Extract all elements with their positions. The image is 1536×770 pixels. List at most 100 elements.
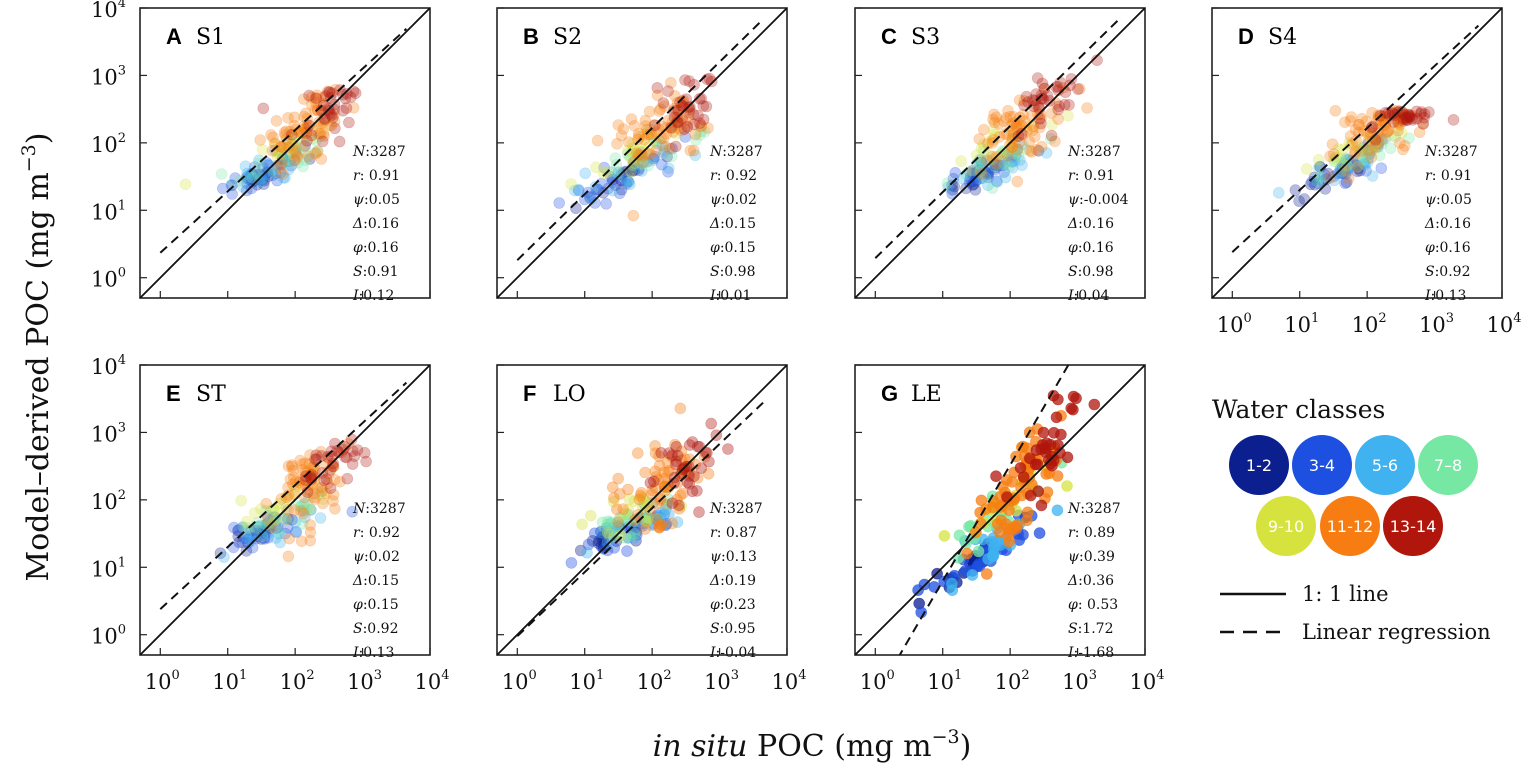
data-point-class-6 [1370, 117, 1382, 130]
data-point-class-6 [691, 472, 704, 484]
data-point-class-7 [1365, 121, 1378, 134]
data-point-class-6 [314, 127, 327, 140]
data-point-class-5 [624, 165, 637, 178]
data-point-class-3 [255, 172, 267, 185]
data-point-class-3 [606, 184, 619, 197]
data-point-class-7 [1417, 118, 1430, 130]
data-point-class-6 [658, 473, 670, 485]
stat-6: I:-1.68 [1067, 645, 1114, 661]
data-point-class-6 [1344, 115, 1357, 127]
data-point-class-6 [1406, 109, 1419, 122]
data-point-class-6 [689, 458, 702, 471]
data-point-class-2 [641, 155, 653, 168]
data-point-class-6 [641, 123, 653, 136]
data-point-class-7 [1058, 99, 1071, 111]
data-point-class-7 [348, 450, 361, 462]
stat-2: ψ:-0.004 [1068, 192, 1129, 208]
data-point-class-6 [327, 495, 339, 507]
data-point-class-6 [1342, 172, 1355, 185]
data-point-class-5 [272, 147, 284, 159]
data-point-class-2 [605, 171, 617, 183]
data-point-class-6 [677, 114, 689, 126]
data-point-class-6 [1365, 151, 1378, 164]
data-point-class-5 [286, 129, 299, 141]
data-point-class-6 [1029, 130, 1041, 143]
data-point-class-6 [1052, 113, 1064, 125]
data-point-class-6 [650, 144, 663, 157]
data-point-class-2 [1312, 177, 1324, 189]
data-point-class-3 [277, 156, 290, 168]
data-point-class-6 [990, 111, 1003, 123]
data-point-class-3 [244, 536, 256, 548]
data-point-class-2 [993, 159, 1005, 172]
data-point-class-6 [1001, 149, 1014, 162]
data-point-class-3 [1361, 156, 1374, 169]
data-point-class-1 [232, 524, 244, 537]
data-point-class-5 [1392, 121, 1405, 133]
data-point-class-4 [1354, 147, 1367, 160]
data-point-class-5 [1062, 110, 1074, 122]
data-point-class-3 [656, 139, 669, 152]
data-point-class-6 [642, 128, 655, 141]
data-point-class-6 [675, 124, 688, 137]
data-point-class-4 [1009, 147, 1021, 160]
data-point-class-1 [286, 513, 298, 526]
data-point-class-2 [269, 167, 282, 180]
data-point-class-4 [1372, 136, 1384, 148]
data-point-class-1 [622, 175, 634, 188]
data-point-class-1 [574, 544, 587, 557]
data-point-class-7 [1398, 108, 1410, 121]
x-tick-label: 102 [995, 668, 1030, 694]
data-point-class-2 [982, 167, 995, 180]
data-point-class-6 [1399, 140, 1411, 152]
data-point-class-2 [582, 538, 595, 551]
regression-line [874, 16, 1123, 259]
data-point-class-6 [1397, 143, 1409, 156]
stat-6: I:0.12 [352, 288, 394, 304]
panel-c: C S3 N:3287 r: 0.91 ψ:-0.004 Δ:0.16 φ:0.16 S:0.… [854, 7, 1146, 304]
data-point-class-2 [628, 157, 640, 169]
data-point-class-6 [307, 491, 320, 504]
data-point-class-6 [296, 127, 309, 139]
data-point-class-5 [640, 496, 652, 509]
data-point-class-6 [1349, 123, 1362, 136]
data-point-class-2 [1336, 163, 1349, 176]
points [179, 83, 362, 200]
data-point-class-3 [999, 171, 1012, 184]
data-point-class-4 [215, 168, 228, 180]
data-point-class-7 [1028, 100, 1040, 113]
data-point-class-7 [644, 477, 657, 489]
data-point-class-6 [622, 136, 635, 148]
data-point-class-6 [304, 526, 317, 539]
data-point-class-1 [241, 171, 253, 183]
data-point-class-6 [328, 115, 341, 128]
data-point-class-3 [645, 519, 658, 532]
data-point-class-6 [664, 77, 677, 89]
data-point-class-3 [1051, 504, 1064, 517]
data-point-class-7 [1414, 107, 1427, 120]
data-point-class-6 [622, 483, 634, 496]
data-point-class-4 [1370, 141, 1383, 153]
data-point-class-6 [681, 120, 693, 133]
data-point-class-1 [1335, 164, 1348, 176]
data-point-class-7 [683, 103, 696, 116]
data-point-class-6 [317, 497, 329, 510]
data-point-class-4 [634, 157, 647, 169]
y-tick-label: 102 [91, 131, 126, 157]
data-point-class-3 [254, 520, 267, 532]
data-point-class-2 [1006, 156, 1018, 168]
data-point-class-2 [949, 167, 962, 179]
data-point-class-6 [1350, 135, 1362, 147]
data-point-class-7 [1369, 134, 1382, 146]
data-point-class-4 [997, 148, 1010, 160]
y-tick-label: 100 [91, 266, 126, 292]
data-point-class-1 [595, 525, 607, 538]
data-point-class-6 [992, 118, 1005, 130]
data-point-class-6 [1369, 141, 1381, 153]
data-point-class-7 [686, 436, 699, 448]
data-point-class-6 [309, 493, 321, 505]
data-point-class-7 [647, 475, 660, 488]
data-point-class-7 [349, 87, 362, 99]
data-point-class-4 [665, 150, 678, 162]
data-point-class-6 [1011, 143, 1024, 156]
